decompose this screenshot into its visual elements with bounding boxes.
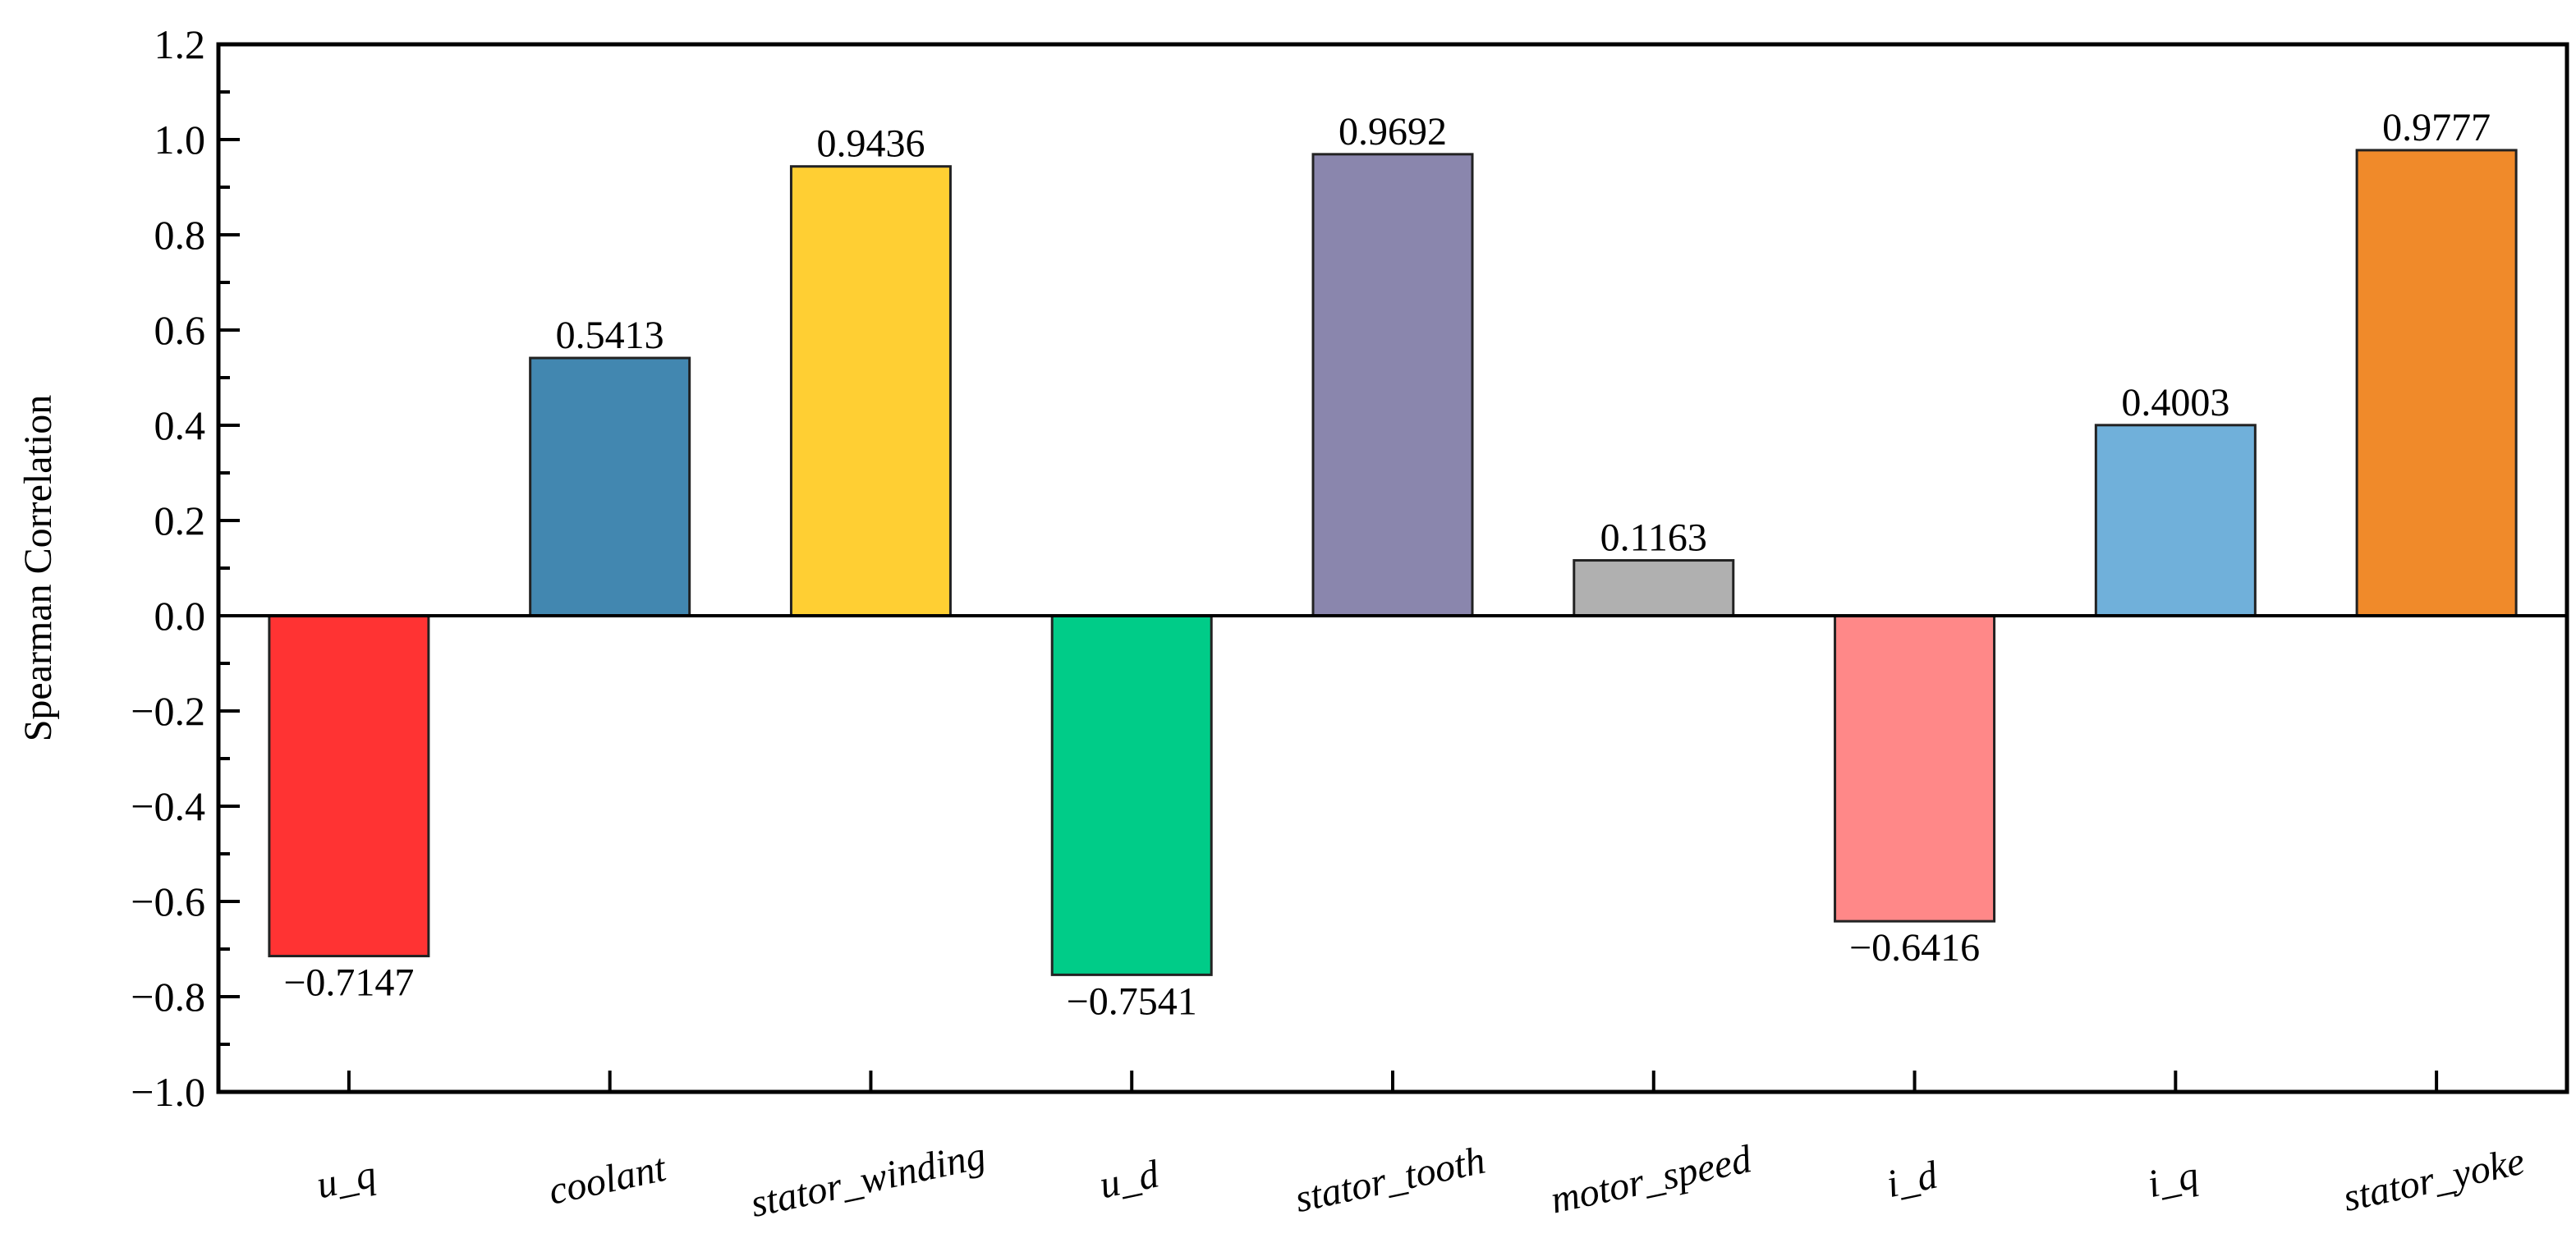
y-tick-label: 0.6 xyxy=(154,307,206,353)
y-tick-label: −0.2 xyxy=(131,688,205,734)
x-tick-label: coolant xyxy=(545,1146,671,1213)
data-label: −0.6416 xyxy=(1849,926,1980,970)
data-label: 0.1163 xyxy=(1600,516,1707,560)
x-tick-label: i_q xyxy=(2144,1153,2202,1207)
y-tick-label: −0.4 xyxy=(131,783,205,829)
x-tick-label: i_d xyxy=(1883,1153,1942,1206)
data-label: −0.7541 xyxy=(1067,979,1197,1023)
bar-stator_yoke xyxy=(2355,149,2518,617)
data-label: 0.4003 xyxy=(2121,381,2229,424)
bar-u_d xyxy=(1050,614,1213,976)
bar-coolant xyxy=(529,356,691,617)
bars: −0.7147 0.5413 0.9436 −0.7541 0.9692 0.1163 −0… xyxy=(268,106,2518,1023)
bar-i_q xyxy=(2094,424,2257,617)
y-tick-label: 1.0 xyxy=(154,117,206,163)
bar-motor_speed xyxy=(1573,559,1735,617)
bar-u_q xyxy=(268,614,430,958)
y-tick-label: −0.6 xyxy=(131,878,205,924)
data-label: 0.9692 xyxy=(1339,110,1447,154)
x-tick-label: motor_speed xyxy=(1547,1137,1756,1222)
x-tick-label: u_q xyxy=(313,1152,379,1207)
y-tick-label: 0.0 xyxy=(154,593,206,639)
x-tick-label: stator_winding xyxy=(747,1134,990,1226)
y-tick-label: 0.8 xyxy=(154,212,206,258)
y-tick-label: −0.8 xyxy=(131,974,205,1020)
y-tick-label: 1.2 xyxy=(154,21,206,67)
y-tick-label: 0.4 xyxy=(154,402,206,448)
y-tick-label: 0.2 xyxy=(154,498,206,543)
data-label: 0.9436 xyxy=(816,122,925,166)
data-label: 0.5413 xyxy=(556,314,664,357)
data-label: 0.9777 xyxy=(2382,106,2491,149)
bar-i_d xyxy=(1834,614,1996,923)
data-label: −0.7147 xyxy=(283,961,414,1005)
x-tick-label: stator_tooth xyxy=(1291,1139,1489,1222)
x-tick-label: stator_yoke xyxy=(2340,1140,2528,1220)
bar-stator_tooth xyxy=(1311,153,1474,617)
bar-stator_winding xyxy=(789,165,952,617)
x-tick-label: u_d xyxy=(1095,1152,1163,1207)
y-tick-label: −1.0 xyxy=(131,1069,205,1115)
y-axis-label: Spearman Correlation xyxy=(16,395,60,742)
